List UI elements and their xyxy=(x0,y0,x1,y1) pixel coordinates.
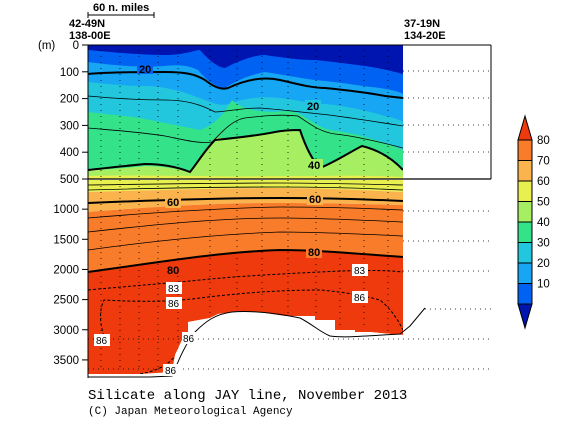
band-yellow xyxy=(88,180,403,192)
colorbar: 80 70 60 50 40 30 20 10 xyxy=(517,114,550,330)
y-ticks-lower: 1000 1500 2000 2500 3000 3500 xyxy=(53,204,88,367)
y-tick-label-lower: 2500 xyxy=(53,295,79,307)
y-tick-label-lower: 1000 xyxy=(53,204,79,216)
colorbar-segment xyxy=(517,242,533,264)
lower-contours xyxy=(88,182,403,375)
lower-station-dots xyxy=(100,180,389,372)
lower-panel xyxy=(87,179,491,378)
end-station-lon: 134-20E xyxy=(404,30,446,42)
contour-label: 86 xyxy=(183,334,195,345)
contour-line-lower-e xyxy=(88,231,403,251)
y-tick-label-upper: 200 xyxy=(60,94,79,106)
contour-label: 86 xyxy=(354,293,366,304)
contour-label: 60 xyxy=(167,197,179,209)
contour-label: 20 xyxy=(139,64,151,76)
lower-gridlines xyxy=(88,210,491,370)
y-tick-label-lower: 2000 xyxy=(53,264,79,276)
colorbar-segment xyxy=(517,283,533,305)
y-tick-label-lower: 1500 xyxy=(53,234,79,246)
colorbar-segment xyxy=(517,180,533,202)
contour-label: 80 xyxy=(167,265,179,277)
colorbar-label: 70 xyxy=(537,156,550,168)
band-orange xyxy=(88,203,403,272)
contour-label: 86 xyxy=(168,299,180,310)
contour-line-80 xyxy=(88,248,403,273)
contour-label: 40 xyxy=(308,160,320,172)
y-ticks-upper: 0 100 200 300 400 500 xyxy=(60,40,88,186)
contour-labels: 20 20 40 60 60 80 80 83 83 86 86 86 86 8… xyxy=(94,62,368,377)
contour-line-upper-b xyxy=(88,114,403,149)
colorbar-label: 80 xyxy=(537,135,550,147)
contour-line-lower-c xyxy=(88,206,403,219)
contour-line-83 xyxy=(88,270,403,291)
colorbar-segment xyxy=(517,262,533,284)
chart-credit: (C) Japan Meteorological Agency xyxy=(88,406,293,418)
colorbar-bottom-arrow xyxy=(517,303,533,330)
y-tick-label-upper: 300 xyxy=(60,120,79,132)
chart-title: Silicate along JAY line, November 2013 xyxy=(88,388,407,404)
contour-label: 60 xyxy=(309,194,321,206)
y-tick-label-upper: 100 xyxy=(60,67,79,79)
colorbar-segment xyxy=(517,139,533,161)
contour-label: 86 xyxy=(165,366,177,377)
y-tick-label-lower: 3500 xyxy=(53,355,79,367)
y-tick-label-upper: 400 xyxy=(60,147,79,159)
colorbar-top-arrow xyxy=(517,114,533,141)
colorbar-label: 10 xyxy=(537,279,550,291)
y-axis: (m) 0 100 200 300 400 500 1000 1500 2000 2500 300… xyxy=(38,40,88,367)
colorbar-segment xyxy=(517,160,533,182)
colorbar-label: 50 xyxy=(537,197,550,209)
start-station-lat: 42-49N xyxy=(69,18,105,30)
contour-line-lower-a xyxy=(88,182,403,186)
contour-line-lower-b xyxy=(88,186,403,191)
contour-label: 20 xyxy=(307,101,319,113)
colorbar-label: 30 xyxy=(537,238,550,250)
y-tick-label-upper: 0 xyxy=(73,40,79,52)
start-station-lon: 138-00E xyxy=(69,30,111,42)
scale-label: 60 n. miles xyxy=(93,2,149,14)
contour-line-60 xyxy=(88,196,403,204)
contour-line-lower-d xyxy=(88,217,403,233)
contour-line-upper-a xyxy=(88,95,403,127)
contour-label: 86 xyxy=(96,336,108,347)
y-tick-label-upper: 500 xyxy=(60,174,79,186)
contour-label: 80 xyxy=(308,247,320,259)
seafloor-mask xyxy=(88,312,403,378)
colorbar-label: 60 xyxy=(537,176,550,188)
y-tick-label-lower: 3000 xyxy=(53,325,79,337)
colorbar-segment xyxy=(517,201,533,223)
header: 60 n. miles 42-49N 138-00E 37-19N 134-20… xyxy=(69,2,446,42)
y-axis-unit: (m) xyxy=(38,40,55,52)
upper-panel-fill xyxy=(88,45,403,179)
contour-label: 83 xyxy=(168,284,180,295)
colorbar-label: 40 xyxy=(537,217,550,229)
upper-panel xyxy=(87,44,492,180)
contour-label: 83 xyxy=(354,266,366,277)
colorbar-segment xyxy=(517,221,533,243)
end-station-lat: 37-19N xyxy=(404,18,440,30)
contour-line-20 xyxy=(88,70,403,99)
colorbar-label: 20 xyxy=(537,258,550,270)
band-yellow-green xyxy=(88,175,403,179)
contour-line-86 xyxy=(100,289,403,346)
